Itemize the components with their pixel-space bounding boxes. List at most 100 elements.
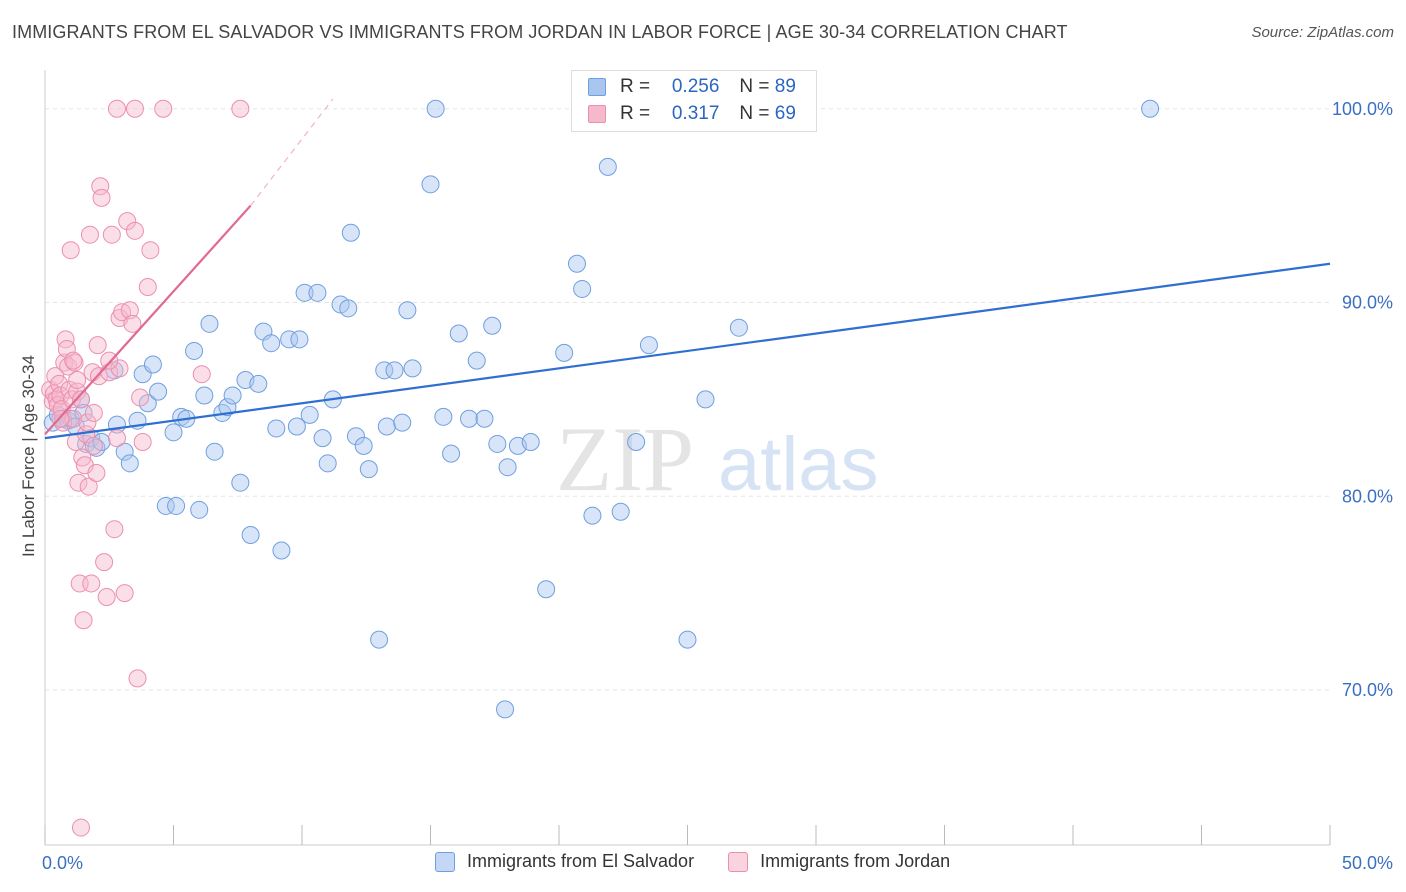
legend-label-el-salvador: Immigrants from El Salvador	[467, 851, 695, 871]
point-el-salvador	[74, 403, 93, 422]
x-tick-label-min: 0.0%	[42, 853, 83, 873]
legend-swatch-pink	[728, 851, 749, 872]
point-jordan	[92, 188, 111, 207]
point-el-salvador	[200, 314, 219, 333]
point-el-salvador	[341, 223, 360, 242]
point-el-salvador	[223, 386, 242, 405]
point-el-salvador	[149, 382, 168, 401]
point-jordan	[64, 409, 83, 428]
point-el-salvador	[354, 436, 373, 455]
point-jordan	[71, 818, 90, 837]
point-el-salvador	[262, 334, 281, 353]
point-el-salvador	[598, 157, 617, 176]
legend-row-jordan: R = 0.317 N = 69	[588, 101, 796, 127]
point-jordan	[141, 241, 160, 260]
legend-swatch-blue	[588, 78, 606, 96]
legend-n-value: 69	[774, 103, 796, 124]
point-jordan	[56, 330, 75, 349]
point-jordan	[107, 99, 126, 118]
series-el-salvador	[43, 99, 1160, 719]
legend-n-value: 89	[774, 76, 796, 97]
point-el-salvador	[696, 390, 715, 409]
series-jordan	[41, 99, 250, 837]
point-jordan	[154, 99, 173, 118]
point-el-salvador	[272, 541, 291, 560]
point-el-salvador	[370, 630, 389, 649]
point-el-salvador	[164, 423, 183, 442]
stats-legend: R = 0.256 N = 89 R = 0.317 N = 69	[571, 70, 817, 132]
point-el-salvador	[115, 442, 134, 461]
point-el-salvador	[442, 444, 461, 463]
point-el-salvador	[190, 500, 209, 519]
point-el-salvador	[583, 506, 602, 525]
point-el-salvador	[295, 283, 314, 302]
point-el-salvador	[1141, 99, 1160, 118]
point-jordan	[118, 212, 137, 231]
point-jordan	[113, 303, 132, 322]
legend-row-el-salvador: R = 0.256 N = 89	[588, 74, 796, 100]
legend-n-label: N =	[739, 103, 770, 124]
point-el-salvador	[346, 427, 365, 446]
point-jordan	[120, 301, 139, 320]
point-el-salvador	[467, 351, 486, 370]
point-el-salvador	[287, 417, 306, 436]
point-el-salvador	[156, 496, 175, 515]
point-el-salvador	[639, 336, 658, 355]
point-el-salvador	[555, 343, 574, 362]
trend-line-jordan	[44, 204, 252, 435]
y-tick-label: 70.0%	[1342, 680, 1393, 700]
point-jordan	[80, 225, 99, 244]
point-el-salvador	[231, 473, 250, 492]
point-jordan	[82, 574, 101, 593]
x-tick-label-max: 50.0%	[1342, 853, 1393, 873]
point-el-salvador	[267, 419, 286, 438]
point-el-salvador	[195, 386, 214, 405]
legend-item-el-salvador: Immigrants from El Salvador	[435, 851, 694, 872]
legend-r-label: R =	[620, 103, 651, 124]
y-axis-title: In Labor Force | Age 30-34	[19, 355, 38, 557]
point-jordan	[123, 314, 142, 333]
point-el-salvador	[521, 433, 540, 451]
point-jordan	[84, 436, 103, 455]
point-el-salvador	[573, 279, 592, 298]
point-jordan	[133, 433, 152, 451]
point-el-salvador	[729, 318, 748, 337]
point-el-salvador	[218, 398, 237, 417]
point-jordan	[68, 371, 87, 389]
legend-swatch-blue	[435, 851, 455, 872]
y-tick-label: 80.0%	[1342, 486, 1393, 506]
point-el-salvador	[300, 405, 319, 424]
point-el-salvador	[143, 355, 162, 374]
point-jordan	[64, 351, 83, 370]
point-jordan	[131, 388, 150, 407]
point-el-salvador	[426, 99, 445, 118]
legend-r-value: 0.317	[671, 103, 720, 124]
point-el-salvador	[385, 361, 404, 380]
tick-labels: 70.0% 80.0% 90.0% 100.0% 0.0% 50.0%	[42, 99, 1393, 873]
point-el-salvador	[627, 433, 646, 451]
point-el-salvador	[359, 460, 378, 479]
point-el-salvador	[290, 330, 309, 349]
point-el-salvador	[375, 361, 394, 380]
trend-lines	[44, 98, 1331, 440]
point-jordan	[115, 584, 134, 603]
point-el-salvador	[87, 438, 106, 457]
watermark-zip: ZIP	[556, 408, 694, 510]
point-jordan	[79, 477, 98, 496]
point-el-salvador	[498, 458, 517, 477]
point-el-salvador	[280, 330, 299, 349]
point-jordan	[100, 351, 119, 370]
point-el-salvador	[398, 301, 417, 320]
point-el-salvador	[488, 434, 507, 453]
point-el-salvador	[185, 341, 204, 360]
watermark-atlas: atlas	[718, 422, 879, 507]
point-el-salvador	[537, 580, 556, 599]
point-el-salvador	[434, 407, 453, 426]
point-jordan	[61, 241, 80, 260]
point-jordan	[105, 520, 124, 539]
point-el-salvador	[339, 299, 358, 318]
point-el-salvador	[377, 417, 396, 436]
point-el-salvador	[483, 316, 502, 335]
point-jordan	[87, 464, 106, 482]
point-el-salvador	[318, 454, 337, 473]
